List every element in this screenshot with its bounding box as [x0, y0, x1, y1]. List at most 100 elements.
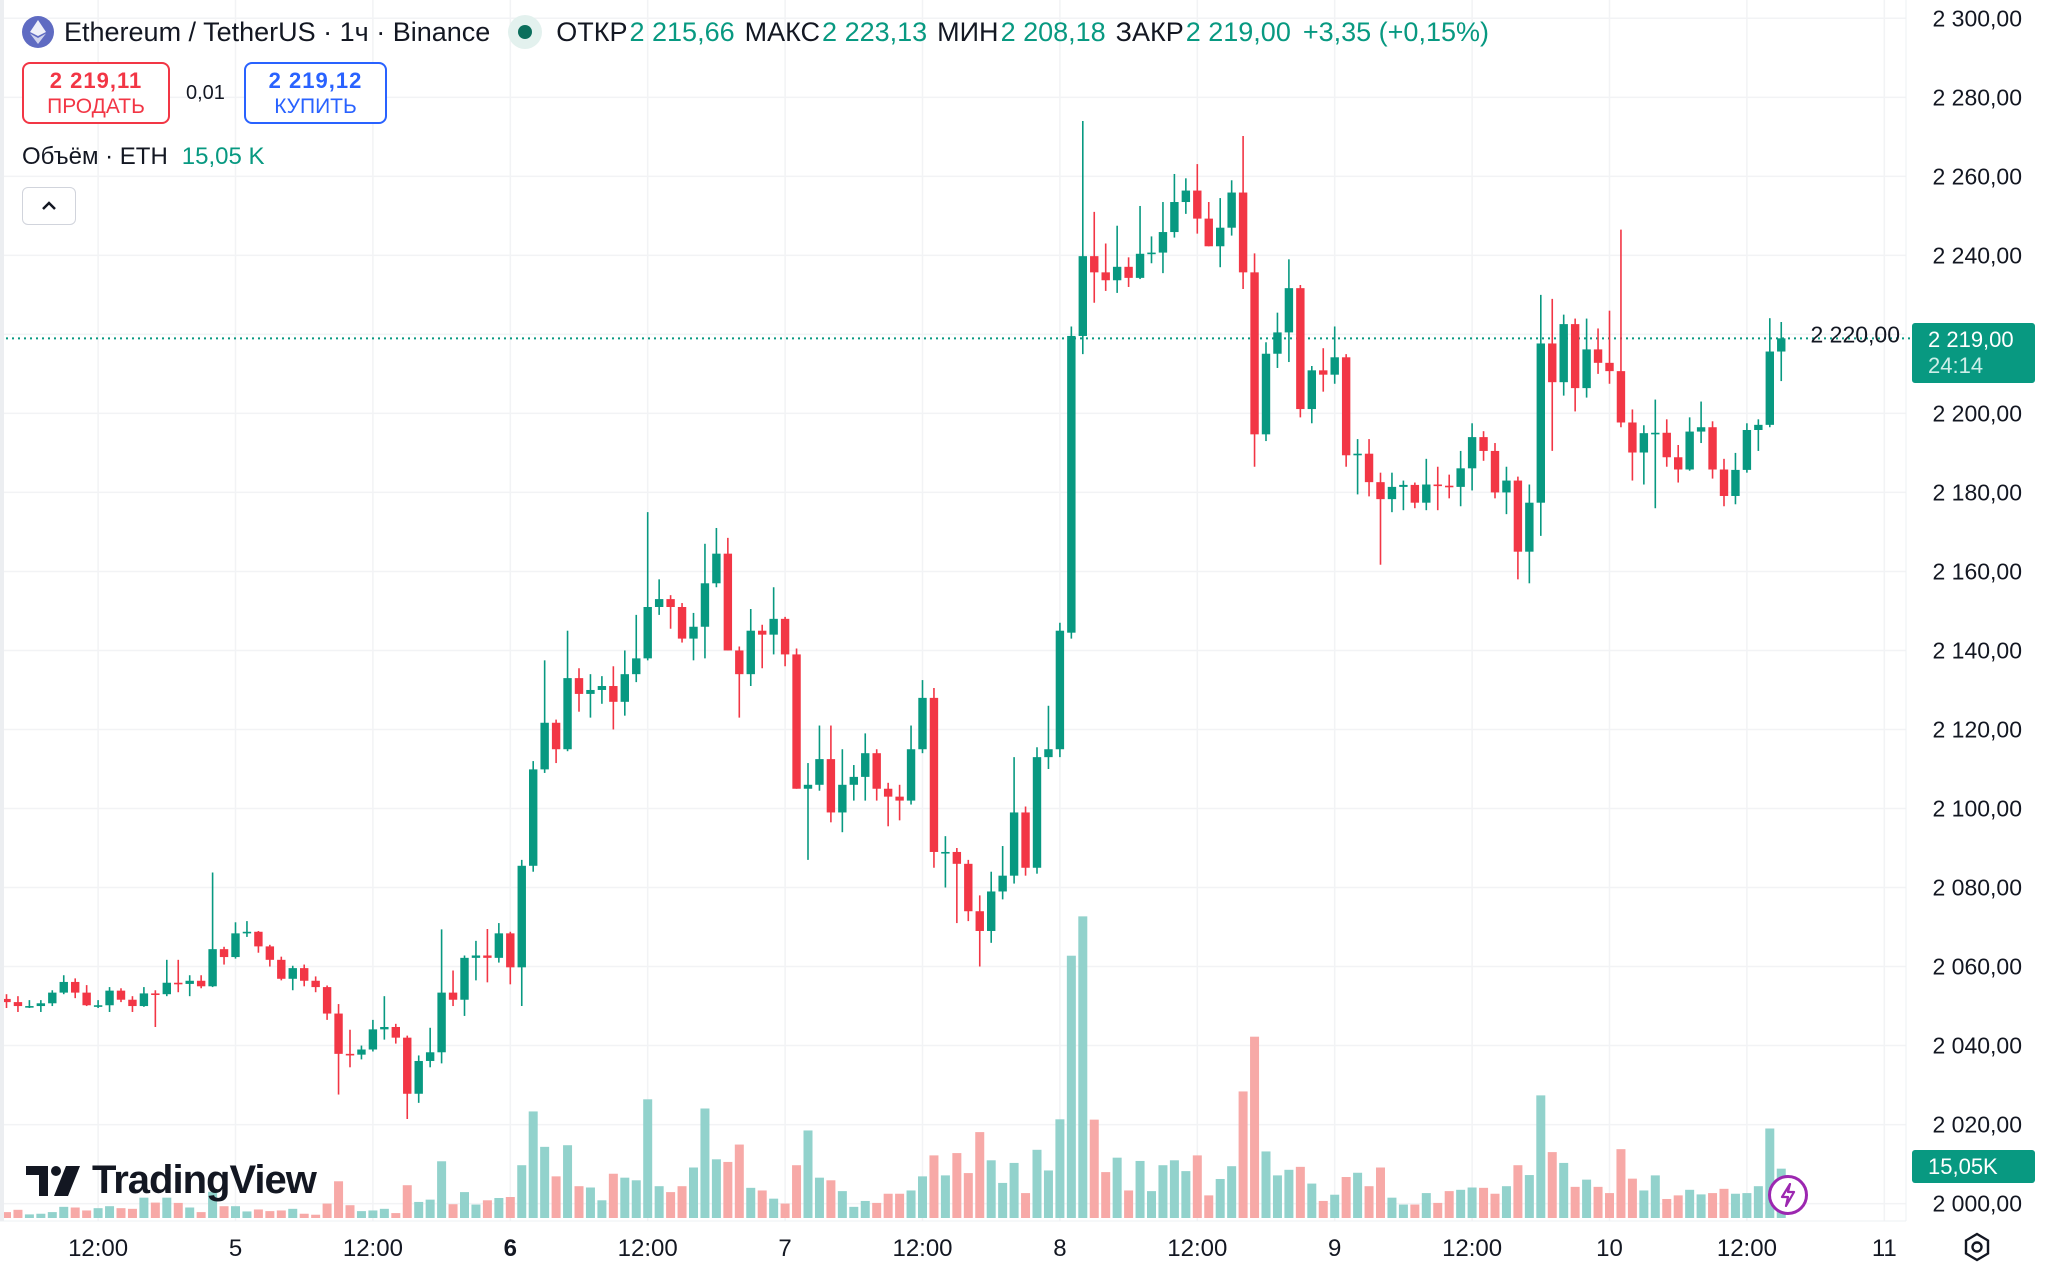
volume-bar	[1582, 1179, 1592, 1218]
candle-body	[780, 618, 790, 655]
candle-body	[1158, 232, 1168, 253]
candle-body	[116, 990, 126, 1000]
candle-body	[1307, 370, 1316, 410]
volume-bar	[1043, 1170, 1053, 1218]
volume-bar	[1078, 916, 1088, 1218]
volume-bar	[1387, 1197, 1397, 1218]
sell-button[interactable]: 2 219,11 ПРОДАТЬ	[22, 62, 170, 124]
settings-icon[interactable]	[1962, 1232, 1992, 1262]
volume-bar	[883, 1193, 893, 1218]
candle-body	[1204, 218, 1213, 247]
candle-body	[1422, 484, 1431, 503]
volume-legend[interactable]: Объём · ETH 15,05 K	[22, 143, 265, 171]
candle-body	[964, 863, 973, 912]
candle-body	[1364, 453, 1374, 483]
candle	[1170, 173, 1179, 238]
candle-body	[712, 553, 721, 584]
volume-bar	[1364, 1186, 1374, 1218]
volume-bar	[929, 1155, 939, 1218]
candle-body	[494, 933, 504, 958]
open-label: ОТКР	[556, 16, 628, 47]
candle	[48, 990, 57, 1007]
candle-body	[929, 697, 939, 852]
tradingview-logo[interactable]: TradingView	[26, 1158, 317, 1203]
candle-body	[620, 674, 629, 702]
candle	[975, 895, 984, 967]
candle	[1158, 202, 1168, 274]
candle	[1307, 365, 1316, 424]
candle-body	[2, 998, 11, 1003]
candle	[1696, 401, 1706, 444]
candle-body	[174, 982, 183, 985]
volume-bar	[482, 1200, 492, 1218]
candle	[803, 763, 813, 860]
candle-body	[93, 1005, 103, 1007]
volume-bar	[1009, 1162, 1019, 1218]
candle	[1651, 399, 1660, 509]
open-value: 2 215,66	[629, 16, 735, 47]
candle-body	[196, 980, 206, 987]
candle-body	[1467, 437, 1477, 469]
candle-body	[540, 722, 549, 770]
volume-bar	[918, 1176, 927, 1218]
time-axis[interactable]: 12:00 5 12:00 6 12:00 7 12:00 8 12:00 9 12:00 10 12:…	[68, 1235, 1897, 1262]
candle-body	[861, 753, 870, 777]
collapse-legend-button[interactable]	[22, 187, 76, 225]
buy-button[interactable]: 2 219,12 КУПИТЬ	[244, 62, 387, 124]
candle-body	[1170, 202, 1179, 233]
candle-body	[746, 630, 755, 675]
candle-body	[551, 722, 561, 750]
candle	[987, 871, 996, 943]
candle	[998, 846, 1007, 900]
candle	[906, 725, 916, 805]
volume-bar	[1124, 1190, 1134, 1218]
volume-bar	[597, 1200, 607, 1218]
price-tick-label: 2 120,00	[1932, 716, 2022, 742]
candle	[460, 955, 469, 1016]
volume-bar	[1169, 1160, 1179, 1218]
volume-bar	[1570, 1186, 1580, 1218]
candle-body	[71, 981, 80, 993]
price-tick-label: 2 180,00	[1932, 479, 2022, 505]
candle-body	[1353, 453, 1362, 456]
logo-text: TradingView	[92, 1158, 317, 1202]
price-tick-label: 2 300,00	[1932, 5, 2022, 31]
symbol-title[interactable]: Ethereum / TetherUS · 1ч · Binance	[64, 16, 491, 47]
volume-bar	[185, 1207, 195, 1218]
candle	[1353, 439, 1362, 495]
volume-bar	[2, 1212, 11, 1218]
candle-body	[1067, 335, 1076, 633]
volume-bar	[47, 1212, 57, 1218]
volume-bar	[253, 1209, 263, 1218]
volume-bar	[1227, 1166, 1237, 1218]
volume-bar	[414, 1201, 424, 1218]
candle	[654, 579, 664, 615]
candle-body	[1582, 349, 1591, 389]
candle-body	[506, 933, 515, 968]
volume-bar	[1238, 1091, 1248, 1218]
volume-bar	[895, 1193, 905, 1218]
candle	[883, 782, 893, 827]
candle	[403, 1035, 412, 1120]
time-tick-label: 12:00	[1717, 1235, 1777, 1262]
price-axis[interactable]: 2 300,00 2 280,00 2 260,00 2 240,00 2 220,00…	[1810, 5, 2022, 1216]
candle	[1719, 458, 1729, 507]
candle	[380, 996, 389, 1040]
volume-bar	[460, 1192, 469, 1218]
candle	[1479, 431, 1488, 461]
candle	[288, 965, 297, 991]
candle-body	[414, 1060, 423, 1094]
candle	[1078, 121, 1087, 355]
candle-body	[643, 606, 652, 659]
indicator-button[interactable]	[1768, 1175, 1808, 1215]
candle-body	[334, 1013, 343, 1054]
buy-price: 2 219,12	[268, 68, 363, 93]
price-tick-label: 2 280,00	[1932, 84, 2022, 110]
market-status-icon[interactable]	[508, 15, 543, 49]
candle-body	[1055, 630, 1065, 750]
volume-bar	[1066, 955, 1076, 1218]
time-tick-label: 11	[1872, 1235, 1897, 1262]
candle	[586, 674, 595, 718]
volume-bar	[1627, 1178, 1637, 1218]
